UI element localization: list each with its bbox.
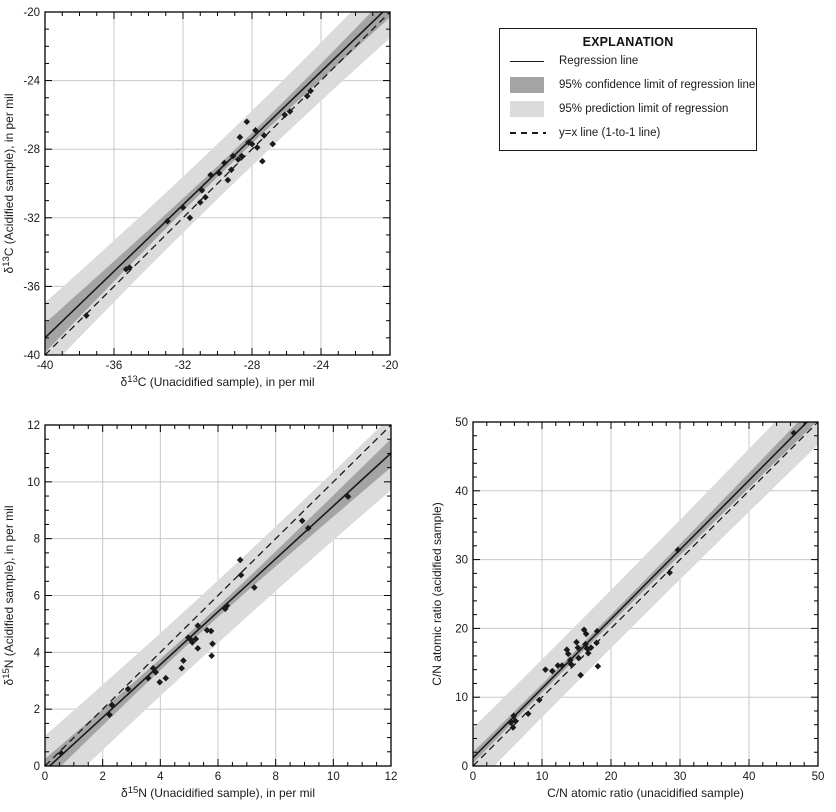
svg-text:12: 12 [27,420,40,432]
svg-text:C/N atomic ratio (acidified sa: C/N atomic ratio (acidified sample) [432,502,444,685]
legend-item-label: y=x line (1-to-1 line) [559,127,661,139]
svg-text:-40: -40 [37,360,54,372]
svg-text:10: 10 [455,692,468,704]
legend-explanation: EXPLANATION Regression line 95% confidenc… [499,28,757,151]
svg-text:10: 10 [27,477,40,489]
svg-text:-28: -28 [244,360,261,372]
svg-text:8: 8 [34,534,40,546]
legend-item-prediction-limit: 95% prediction limit of regression [500,97,756,121]
svg-text:4: 4 [34,647,41,659]
svg-text:0: 0 [462,761,468,773]
delta13c-scatter-chart: -40-40 -36 -36 -32 -32 -28 -28 -24 -24 -20 -20 δ13C… [1,7,399,389]
cn-ratio-scatter-chart: 00 10 10 20 20 30 30 40 40 50 50 C/N atomic ratio (… [432,417,825,800]
svg-text:-32: -32 [175,360,192,372]
svg-text:δ13C (Unacidified sample), in: δ13C (Unacidified sample), in per mil [121,374,315,389]
svg-text:12: 12 [385,771,398,783]
svg-text:4: 4 [157,771,164,783]
svg-text:δ15N (Unacidified sample), in: δ15N (Unacidified sample), in per mil [121,785,315,800]
svg-text:-32: -32 [23,213,40,225]
legend-item-label: 95% prediction limit of regression [559,103,729,115]
legend-rows: Regression line 95% confidence limit of r… [500,49,756,145]
svg-text:30: 30 [674,771,687,783]
svg-text:-36: -36 [23,281,40,293]
legend-item-label: Regression line [559,55,639,67]
svg-text:6: 6 [34,591,40,603]
svg-text:δ15N (Acidified sample), in pe: δ15N (Acidified sample), in per mil [1,506,16,686]
svg-text:0: 0 [470,771,476,783]
legend-item-label: 95% confidence limit of regression line [559,79,756,91]
svg-text:-20: -20 [23,7,40,19]
svg-text:0: 0 [42,771,48,783]
svg-text:-24: -24 [23,76,40,88]
svg-text:C/N atomic ratio (unacidified: C/N atomic ratio (unacidified sample) [547,786,744,800]
svg-text:-36: -36 [106,360,123,372]
prediction-limit-swatch-icon [510,101,546,117]
svg-text:-28: -28 [23,144,40,156]
svg-text:2: 2 [34,704,40,716]
legend-item-confidence-limit: 95% confidence limit of regression line [500,73,756,97]
svg-text:-40: -40 [23,350,40,362]
svg-text:40: 40 [455,486,468,498]
svg-text:50: 50 [812,771,825,783]
svg-text:30: 30 [455,555,468,567]
regression-line-swatch-icon [510,60,546,62]
svg-text:50: 50 [455,417,468,429]
svg-text:0: 0 [34,761,40,773]
svg-text:10: 10 [536,771,549,783]
svg-text:8: 8 [272,771,278,783]
identity-line-swatch-icon [510,132,546,134]
svg-text:-20: -20 [382,360,399,372]
svg-text:2: 2 [99,771,105,783]
confidence-limit-swatch-icon [510,77,546,93]
svg-text:6: 6 [215,771,221,783]
svg-text:δ13C (Acidified sample), in pe: δ13C (Acidified sample), in per mil [1,94,16,274]
svg-text:-24: -24 [313,360,330,372]
svg-text:40: 40 [743,771,756,783]
legend-item-regression-line: Regression line [500,49,756,73]
legend-item-identity-line: y=x line (1-to-1 line) [500,121,756,145]
legend-title: EXPLANATION [582,35,674,49]
delta15n-scatter-chart: 00 2 2 4 4 6 6 8 8 10 10 12 12 δ15N (Unacidified samp… [1,420,398,800]
svg-text:20: 20 [455,623,468,635]
svg-text:20: 20 [605,771,618,783]
svg-text:10: 10 [327,771,340,783]
